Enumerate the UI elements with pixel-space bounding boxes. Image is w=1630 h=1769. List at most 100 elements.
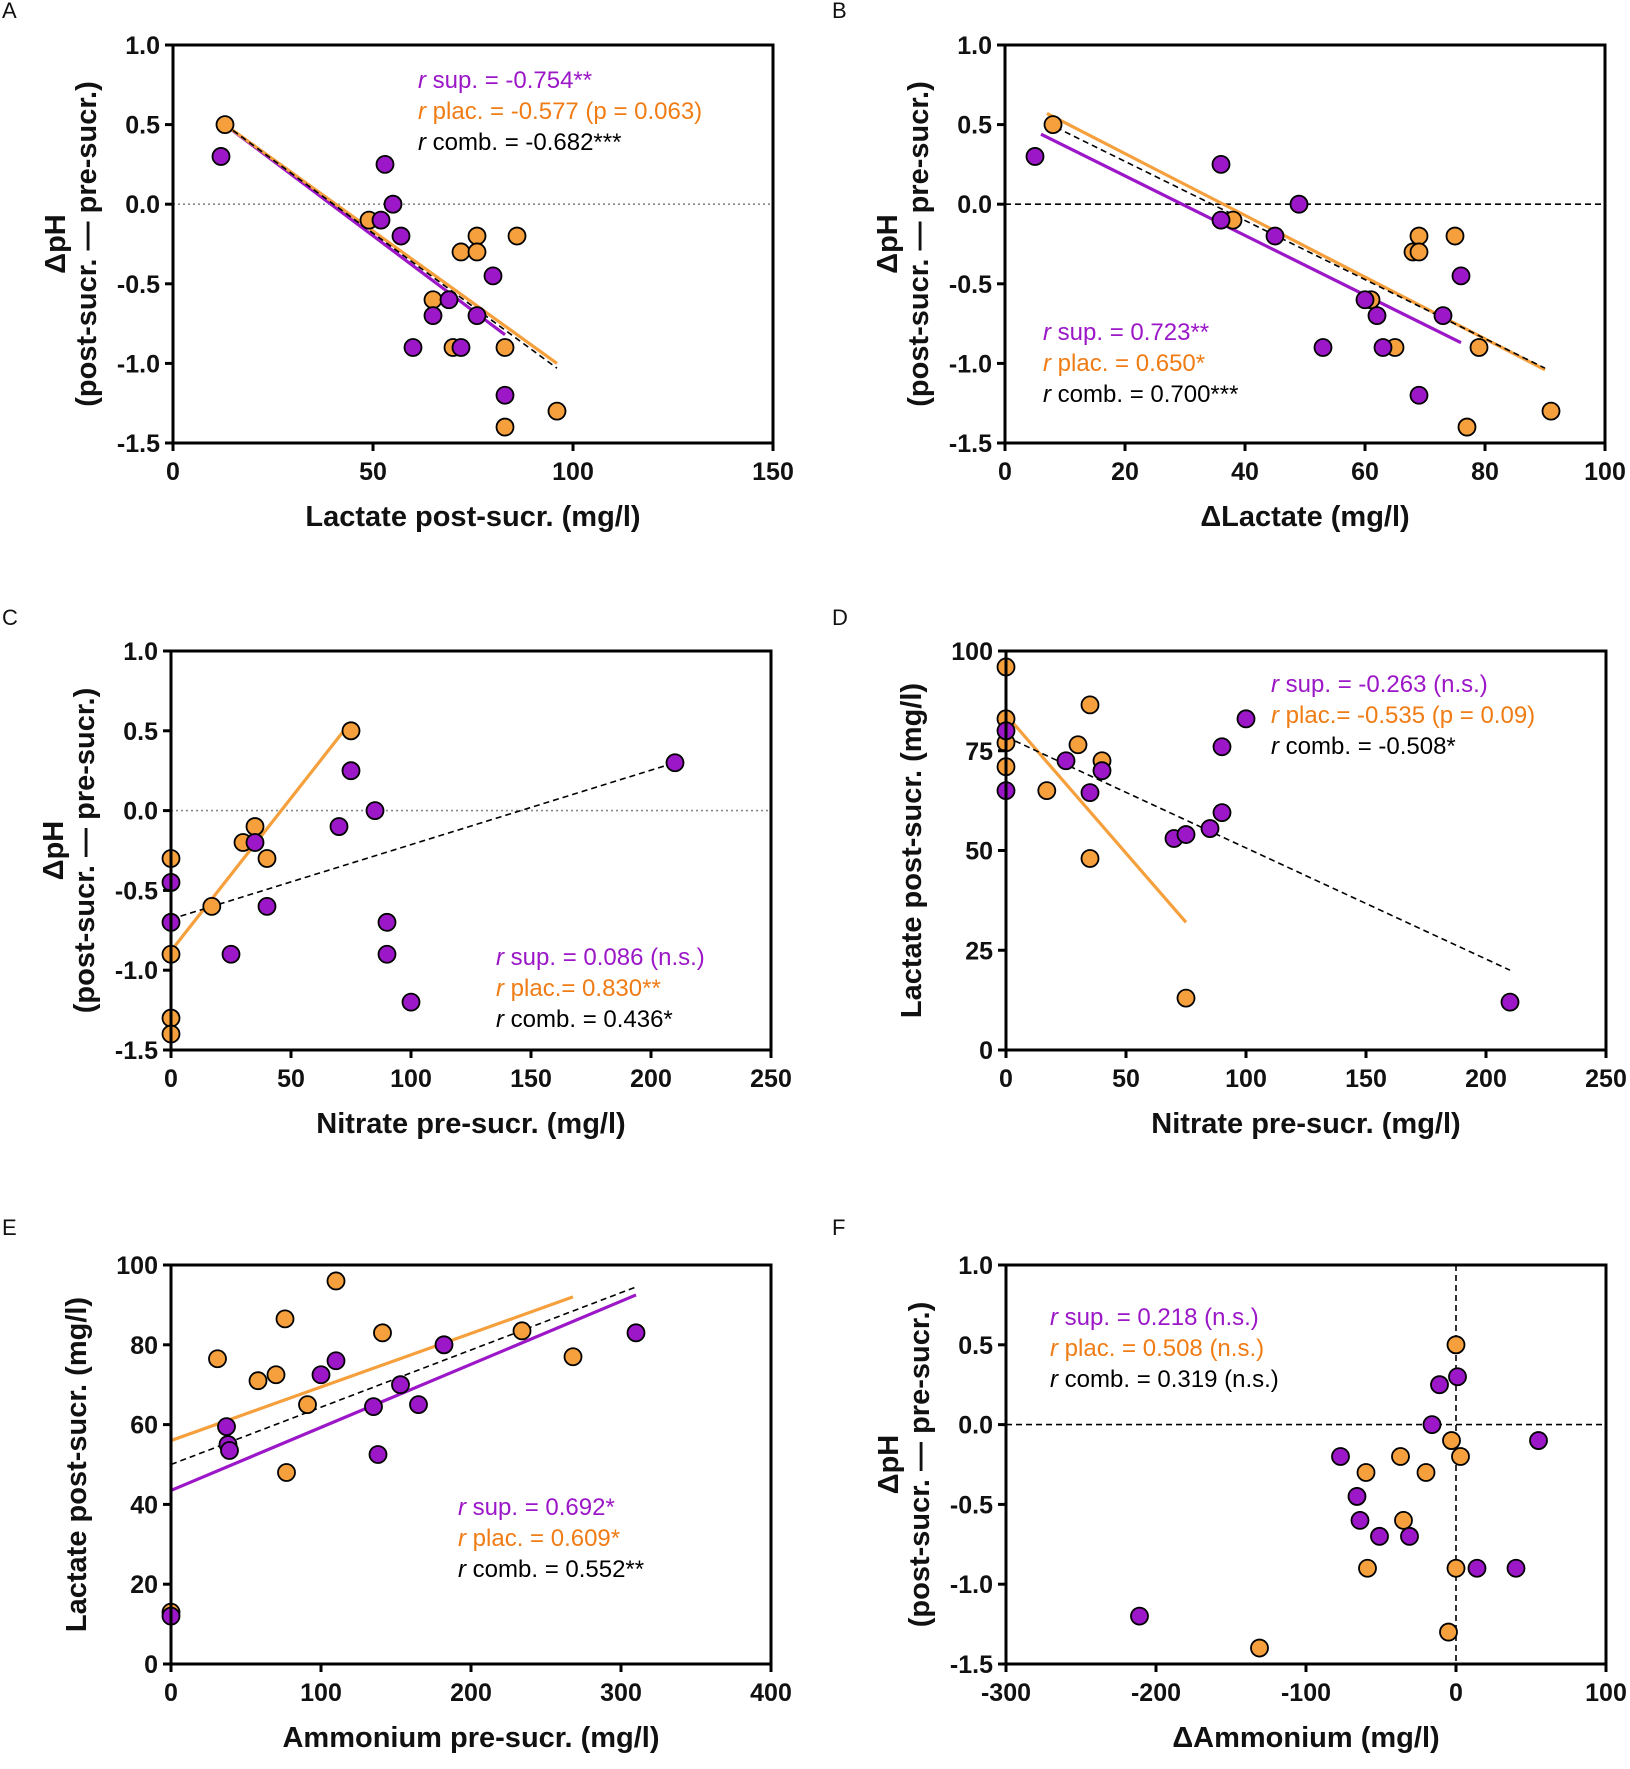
data-point-sup	[1092, 761, 1112, 781]
annotation-text: comb. = 0.319 (n.s.)	[1058, 1366, 1279, 1393]
y-tick-label: 0	[979, 1037, 993, 1065]
y-tick-label: -1.0	[117, 350, 160, 378]
x-tick-label: 80	[1471, 458, 1499, 486]
x-axis-label: Lactate post-sucr. (mg/l)	[305, 501, 640, 533]
annotation-r-symbol: r	[458, 1525, 467, 1552]
data-point-sup	[221, 944, 241, 964]
y-axis-label: ΔpH	[38, 821, 70, 881]
data-point-plac	[512, 1321, 532, 1341]
data-point-sup	[409, 1395, 428, 1415]
y-tick-label: 0.0	[123, 798, 158, 826]
data-point-sup	[1212, 803, 1232, 822]
data-point-plac	[202, 896, 222, 916]
annotation-text: comb. = 0.436*	[504, 1006, 673, 1033]
data-point-plac	[1442, 1431, 1461, 1450]
data-point-plac	[547, 401, 567, 421]
fit-line-plac	[170, 1295, 574, 1443]
data-point-sup	[377, 912, 397, 932]
y-tick-label: -1.5	[115, 1037, 158, 1065]
data-point-sup	[1467, 1558, 1487, 1578]
x-tick-label: 100	[552, 458, 594, 486]
annotation-text: sup. = -0.754**	[426, 67, 592, 94]
data-point-plac	[467, 226, 487, 246]
data-point-sup	[401, 992, 421, 1012]
data-point-plac	[1445, 226, 1465, 246]
annotation-text: comb. = 0.552**	[466, 1556, 644, 1583]
y-tick-label: 100	[116, 1252, 158, 1280]
data-point-sup	[1355, 290, 1375, 310]
data-point-plac	[275, 1309, 295, 1329]
x-axis-label: Nitrate pre-sucr. (mg/l)	[1151, 1108, 1460, 1140]
x-tick-label: 0	[998, 458, 1012, 486]
data-point-plac	[1451, 1447, 1470, 1466]
y-tick-label: 100	[951, 638, 993, 666]
annotation-r-symbol: r	[1050, 1304, 1059, 1331]
y-tick-label: 60	[130, 1412, 158, 1440]
data-point-sup	[377, 944, 397, 964]
x-tick-label: 200	[630, 1065, 672, 1093]
plot-frame	[169, 649, 773, 1052]
x-tick-label: 40	[1231, 458, 1259, 486]
data-point-sup	[626, 1323, 646, 1343]
data-point-sup	[311, 1365, 331, 1385]
data-point-sup	[1080, 783, 1100, 803]
x-tick-label: -300	[981, 1679, 1031, 1707]
data-point-sup	[1370, 1526, 1389, 1546]
y-tick-label: -1.5	[949, 430, 992, 458]
annotation-r-symbol: r	[1043, 319, 1052, 346]
y-axis-label: (post-sucr. — pre-sucr.)	[71, 81, 103, 407]
data-point-plac	[1037, 781, 1057, 801]
x-tick-label: 200	[1465, 1065, 1507, 1093]
data-point-plac	[1250, 1638, 1269, 1658]
panel-label: D	[832, 605, 848, 630]
data-point-sup	[483, 266, 503, 286]
x-tick-label: 300	[600, 1679, 642, 1707]
annotation-text: comb. = 0.700***	[1051, 381, 1238, 408]
data-point-sup	[1056, 751, 1076, 771]
x-tick-label: 100	[1584, 458, 1626, 486]
y-tick-label: 0.5	[123, 718, 158, 746]
panel-label: B	[832, 0, 847, 23]
x-tick-label: 0	[164, 1679, 178, 1707]
annotation-r-symbol: r	[1271, 671, 1280, 698]
panel-a: A 0 50 100 150 1.0 0.5 0.0 -0.5 -1.0 -1.5 Lactate p…	[2, 0, 794, 533]
x-tick-label: 150	[1345, 1065, 1387, 1093]
data-point-sup	[1529, 1431, 1548, 1450]
y-axis-label: Lactate post-sucr. (mg/l)	[61, 1297, 93, 1632]
annotation-sup: r sup. = 0.723**	[1043, 319, 1209, 346]
data-point-plac	[1080, 849, 1100, 868]
x-axis-label: Ammonium pre-sucr. (mg/l)	[282, 1722, 659, 1754]
data-point-sup	[1400, 1526, 1419, 1546]
data-point-sup	[1367, 306, 1387, 326]
x-tick-label: 150	[752, 458, 794, 486]
x-tick-label: 250	[750, 1065, 792, 1093]
annotation-r-symbol: r	[496, 944, 505, 971]
data-point-plac	[1446, 1335, 1466, 1355]
data-point-plac	[266, 1365, 286, 1385]
annotation-comb: r comb. = -0.508*	[1271, 733, 1456, 760]
data-point-sup	[368, 1445, 388, 1464]
y-tick-label: -0.5	[115, 877, 158, 905]
annotation-text: sup. = 0.218 (n.s.)	[1058, 1304, 1259, 1331]
fit-line-plac	[224, 123, 558, 365]
annotation-r-symbol: r	[1271, 733, 1280, 760]
x-tick-label: 100	[390, 1065, 432, 1093]
fit-line-comb	[1046, 122, 1546, 369]
panel-label: F	[832, 1215, 845, 1240]
data-point-plac	[1391, 1447, 1410, 1466]
y-tick-label: 0.5	[125, 112, 160, 140]
data-point-sup	[1500, 992, 1520, 1012]
data-point-sup	[1211, 154, 1231, 174]
data-point-sup	[1409, 385, 1429, 405]
annotation-comb: r comb. = 0.700***	[1043, 381, 1238, 408]
y-axis-label: ΔpH	[873, 1435, 905, 1495]
data-point-sup	[1130, 1606, 1149, 1626]
data-point-sup	[383, 194, 403, 214]
data-point-plac	[423, 290, 443, 310]
annotation-sup: r sup. = 0.692*	[458, 1494, 615, 1521]
annotation-text: sup. = 0.723**	[1051, 319, 1209, 346]
data-point-sup	[1373, 338, 1393, 357]
data-point-sup	[1200, 819, 1220, 838]
